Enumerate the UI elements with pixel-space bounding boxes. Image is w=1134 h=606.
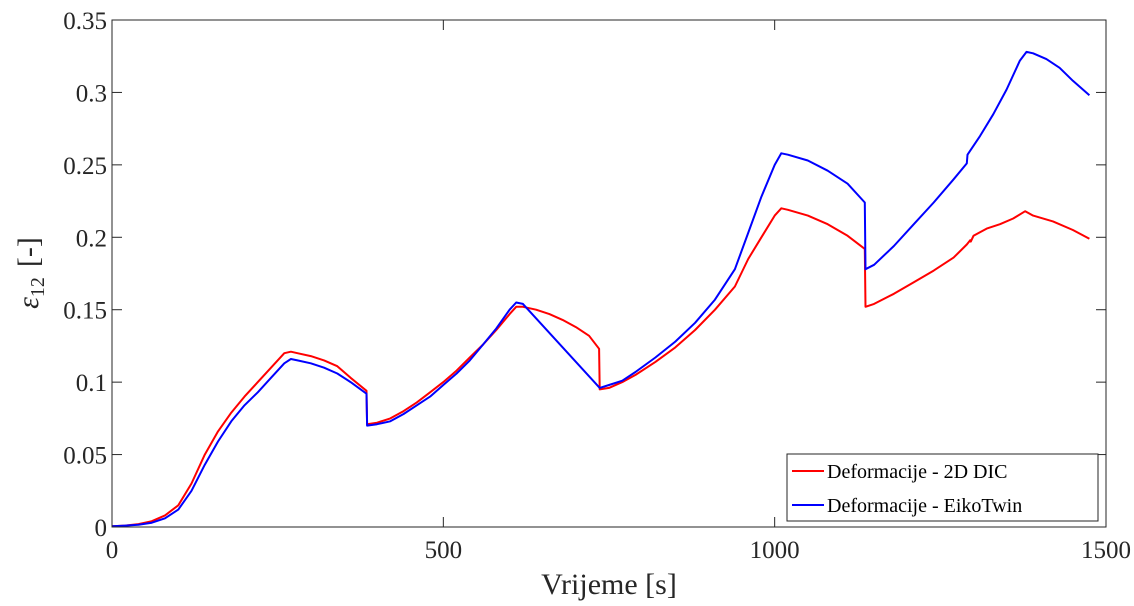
legend-label-eikotwin: Deformacije - EikoTwin (827, 495, 1022, 517)
series-layer (111, 50, 1091, 528)
y-axis-label-symbol: ε (12, 297, 45, 309)
y-axis-label: ε12 [-] (12, 237, 49, 309)
y-tick-label: 0.1 (76, 370, 107, 397)
legend: Deformacije - 2D DIC Deformacije - EikoT… (786, 453, 1099, 522)
y-axis-label-subscript: 12 (27, 277, 49, 297)
x-tick-label: 0 (106, 537, 119, 564)
y-tick-label: 0.35 (63, 8, 107, 35)
y-tick-label: 0 (95, 515, 108, 542)
y-axis-label-unit: [-] (12, 237, 45, 267)
tick-layer: 0 500 1000 1500 0 0.05 0.1 0.15 0.2 0.25 0.3 0.35 (63, 8, 1131, 564)
plot-area (112, 20, 1106, 527)
y-tick-label: 0.25 (63, 153, 107, 180)
x-tick-label: 500 (425, 537, 463, 564)
x-tick-label: 1500 (1081, 537, 1131, 564)
y-tick-label: 0.2 (76, 225, 107, 252)
y-tick-label: 0.3 (76, 80, 107, 107)
plot-frame (111, 19, 1107, 528)
svg-text:ε12[-]: ε12 [-] (12, 237, 49, 309)
y-tick-label: 0.15 (63, 298, 107, 325)
y-tick-label: 0.05 (63, 443, 107, 470)
series-line-eikotwin (111, 50, 1091, 528)
x-tick-label: 1000 (750, 537, 800, 564)
legend-box (786, 453, 1099, 522)
x-axis-label: Vrijeme [s] (541, 568, 677, 601)
legend-label-2d-dic: Deformacije - 2D DIC (827, 461, 1008, 483)
series-line-2d-dic (111, 207, 1090, 528)
